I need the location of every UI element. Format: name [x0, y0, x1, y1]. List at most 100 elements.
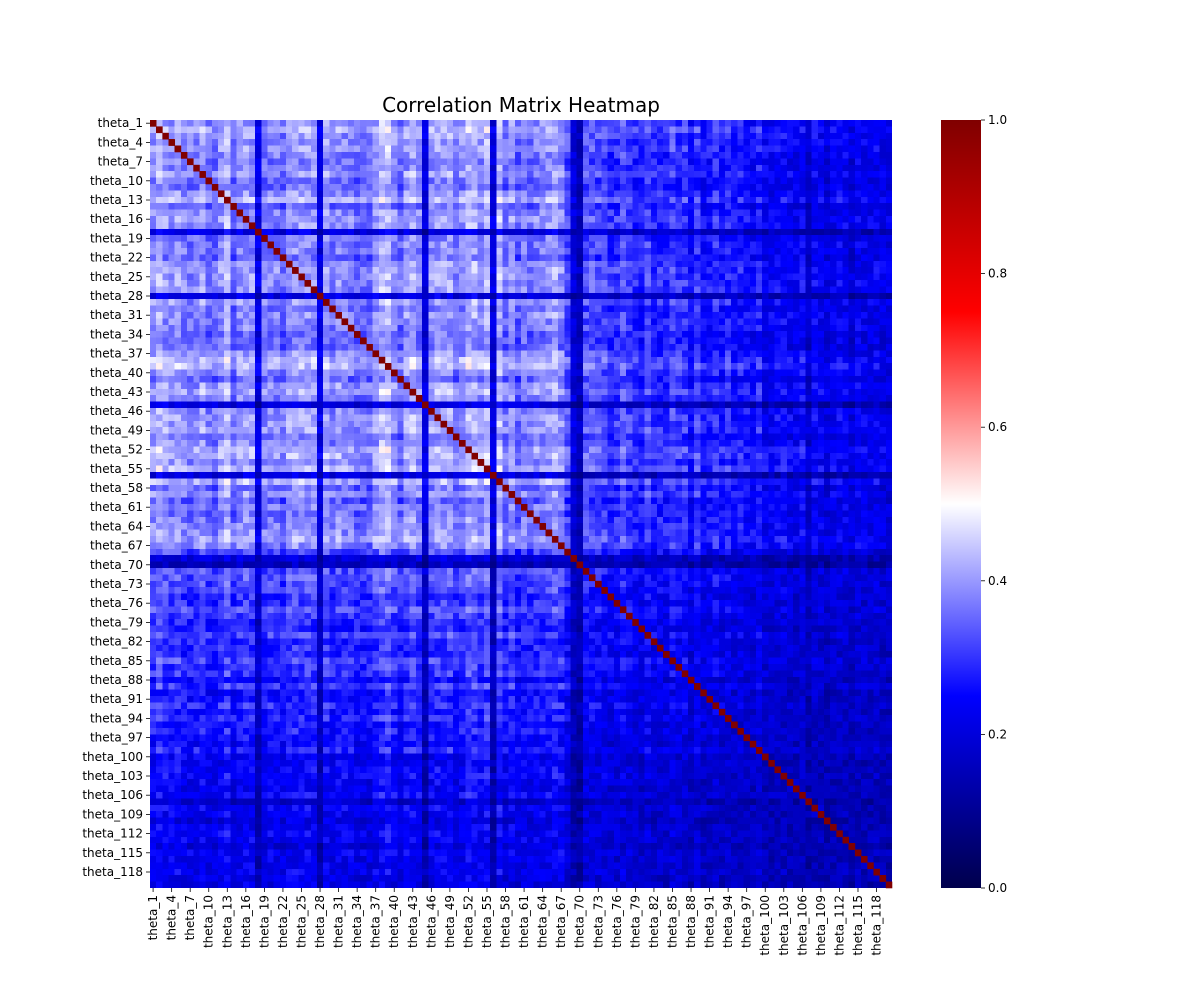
diagonal-cell-36 [366, 344, 373, 351]
x-tick-label: theta_106 [795, 895, 809, 956]
diagonal-cell-17 [248, 222, 256, 230]
x-tick-label: theta_16 [239, 895, 253, 948]
x-tick-label: theta_91 [703, 895, 717, 948]
diagonal-cell-82 [650, 638, 658, 646]
y-tick-label: theta_97 [90, 731, 143, 745]
x-tick-label: theta_100 [758, 895, 772, 956]
x-tick-label: theta_73 [591, 895, 605, 948]
diagonal-cell-48 [440, 420, 448, 428]
y-tick-label: theta_55 [90, 462, 143, 476]
diagonal-cell-32 [341, 318, 349, 326]
x-tick-label: theta_70 [573, 895, 587, 948]
y-tick-label: theta_94 [90, 711, 143, 725]
x-tick-label: theta_22 [276, 895, 290, 948]
y-tick-label: theta_61 [90, 500, 143, 514]
diagonal-cell-54 [477, 459, 485, 466]
x-tick-label: theta_58 [499, 895, 513, 948]
diagonal-cell-24 [292, 267, 299, 274]
y-tick-label: theta_34 [90, 327, 143, 341]
diagonal-cell-9 [199, 171, 206, 178]
diagonal-cell-110 [823, 817, 831, 825]
y-tick-label: theta_109 [82, 807, 143, 821]
diagonal-cell-28 [316, 292, 324, 300]
diagonal-cell-102 [774, 766, 781, 774]
diagonal-cell-116 [861, 856, 868, 863]
y-tick-label: theta_82 [90, 635, 143, 649]
y-tick-label: theta_115 [82, 846, 143, 860]
x-axis: theta_1 theta_4 theta_7 theta_10 theta_13 the… [146, 888, 884, 956]
colorbar-tick-label: 0.4 [988, 574, 1007, 588]
diagonal-cell-85 [669, 657, 676, 665]
diagonal-cell-73 [595, 580, 602, 588]
y-tick-label: theta_10 [90, 174, 143, 188]
diagonal-cell-77 [619, 606, 627, 614]
diagonal-cell-41 [397, 376, 404, 383]
x-tick-label: theta_46 [424, 895, 438, 948]
diagonal-cell-55 [483, 465, 491, 473]
x-tick-label: theta_10 [202, 895, 216, 948]
diagonal-cell-25 [298, 273, 305, 281]
x-tick-label: theta_64 [536, 895, 550, 948]
diagonal-cell-101 [768, 760, 775, 767]
diagonal-cell-29 [323, 299, 330, 306]
diagonal-cell-71 [582, 568, 590, 575]
x-tick-label: theta_49 [443, 895, 457, 948]
y-tick-label: theta_103 [82, 769, 143, 783]
y-tick-label: theta_7 [98, 155, 143, 169]
diagonal-cell-76 [613, 600, 621, 607]
x-tick-label: theta_109 [814, 895, 828, 956]
y-tick-label: theta_25 [90, 270, 143, 284]
diagonal-cell-88 [687, 676, 695, 684]
x-tick-label: theta_34 [350, 895, 364, 948]
diagonal-cell-94 [725, 715, 732, 722]
x-tick-label: theta_13 [220, 895, 234, 948]
diagonal-cell-117 [867, 862, 874, 870]
diagonal-cell-61 [521, 504, 528, 511]
diagonal-cell-91 [706, 696, 713, 703]
colorbar-ticks: 0.0 0.2 0.4 0.6 0.8 1.0 [981, 113, 1007, 895]
x-tick-label: theta_97 [740, 895, 754, 948]
diagonal-cell-60 [514, 497, 522, 505]
x-tick-label: theta_61 [517, 895, 531, 948]
diagonal-cell-10 [205, 177, 213, 185]
diagonal-cell-6 [180, 152, 188, 159]
diagonal-cell-108 [811, 804, 819, 812]
chart-title: Correlation Matrix Heatmap [382, 93, 660, 117]
diagonal-cell-14 [230, 203, 237, 210]
x-tick-label: theta_28 [313, 895, 327, 948]
diagonal-cell-5 [174, 145, 182, 153]
diagonal-cell-109 [817, 811, 825, 818]
diagonal-cell-105 [793, 785, 800, 793]
x-tick-label: theta_88 [684, 895, 698, 948]
diagonal-cell-103 [780, 772, 788, 780]
diagonal-cell-56 [490, 472, 497, 479]
diagonal-cell-93 [718, 708, 726, 716]
x-tick-label: theta_112 [832, 895, 846, 956]
x-tick-label: theta_7 [183, 895, 197, 940]
diagonal-cell-81 [644, 632, 652, 639]
diagonal-cell-3 [162, 132, 169, 140]
colorbar-tick-label: 0.8 [988, 267, 1007, 281]
y-tick-label: theta_67 [90, 539, 143, 553]
diagonal-cell-74 [601, 587, 608, 594]
diagonal-cell-8 [193, 164, 200, 172]
diagonal-cell-31 [335, 312, 342, 319]
diagonal-cell-20 [267, 241, 274, 249]
y-tick-label: theta_16 [90, 212, 143, 226]
diagonal-cell-51 [459, 440, 466, 447]
y-tick-label: theta_70 [90, 558, 143, 572]
y-tick-label: theta_118 [82, 865, 143, 879]
y-tick-label: theta_100 [82, 750, 143, 764]
diagonal-cell-15 [236, 209, 244, 217]
x-tick-label: theta_118 [870, 895, 884, 956]
diagonal-cell-21 [273, 248, 281, 255]
y-tick-label: theta_22 [90, 251, 143, 265]
y-tick-label: theta_85 [90, 654, 143, 668]
y-tick-label: theta_106 [82, 788, 143, 802]
diagonal-cell-22 [279, 254, 287, 262]
diagonal-cell-90 [700, 689, 707, 697]
x-tick-label: theta_43 [406, 895, 420, 948]
diagonal-cell-92 [712, 702, 720, 710]
y-tick-label: theta_31 [90, 308, 143, 322]
x-tick-label: theta_82 [647, 895, 661, 948]
